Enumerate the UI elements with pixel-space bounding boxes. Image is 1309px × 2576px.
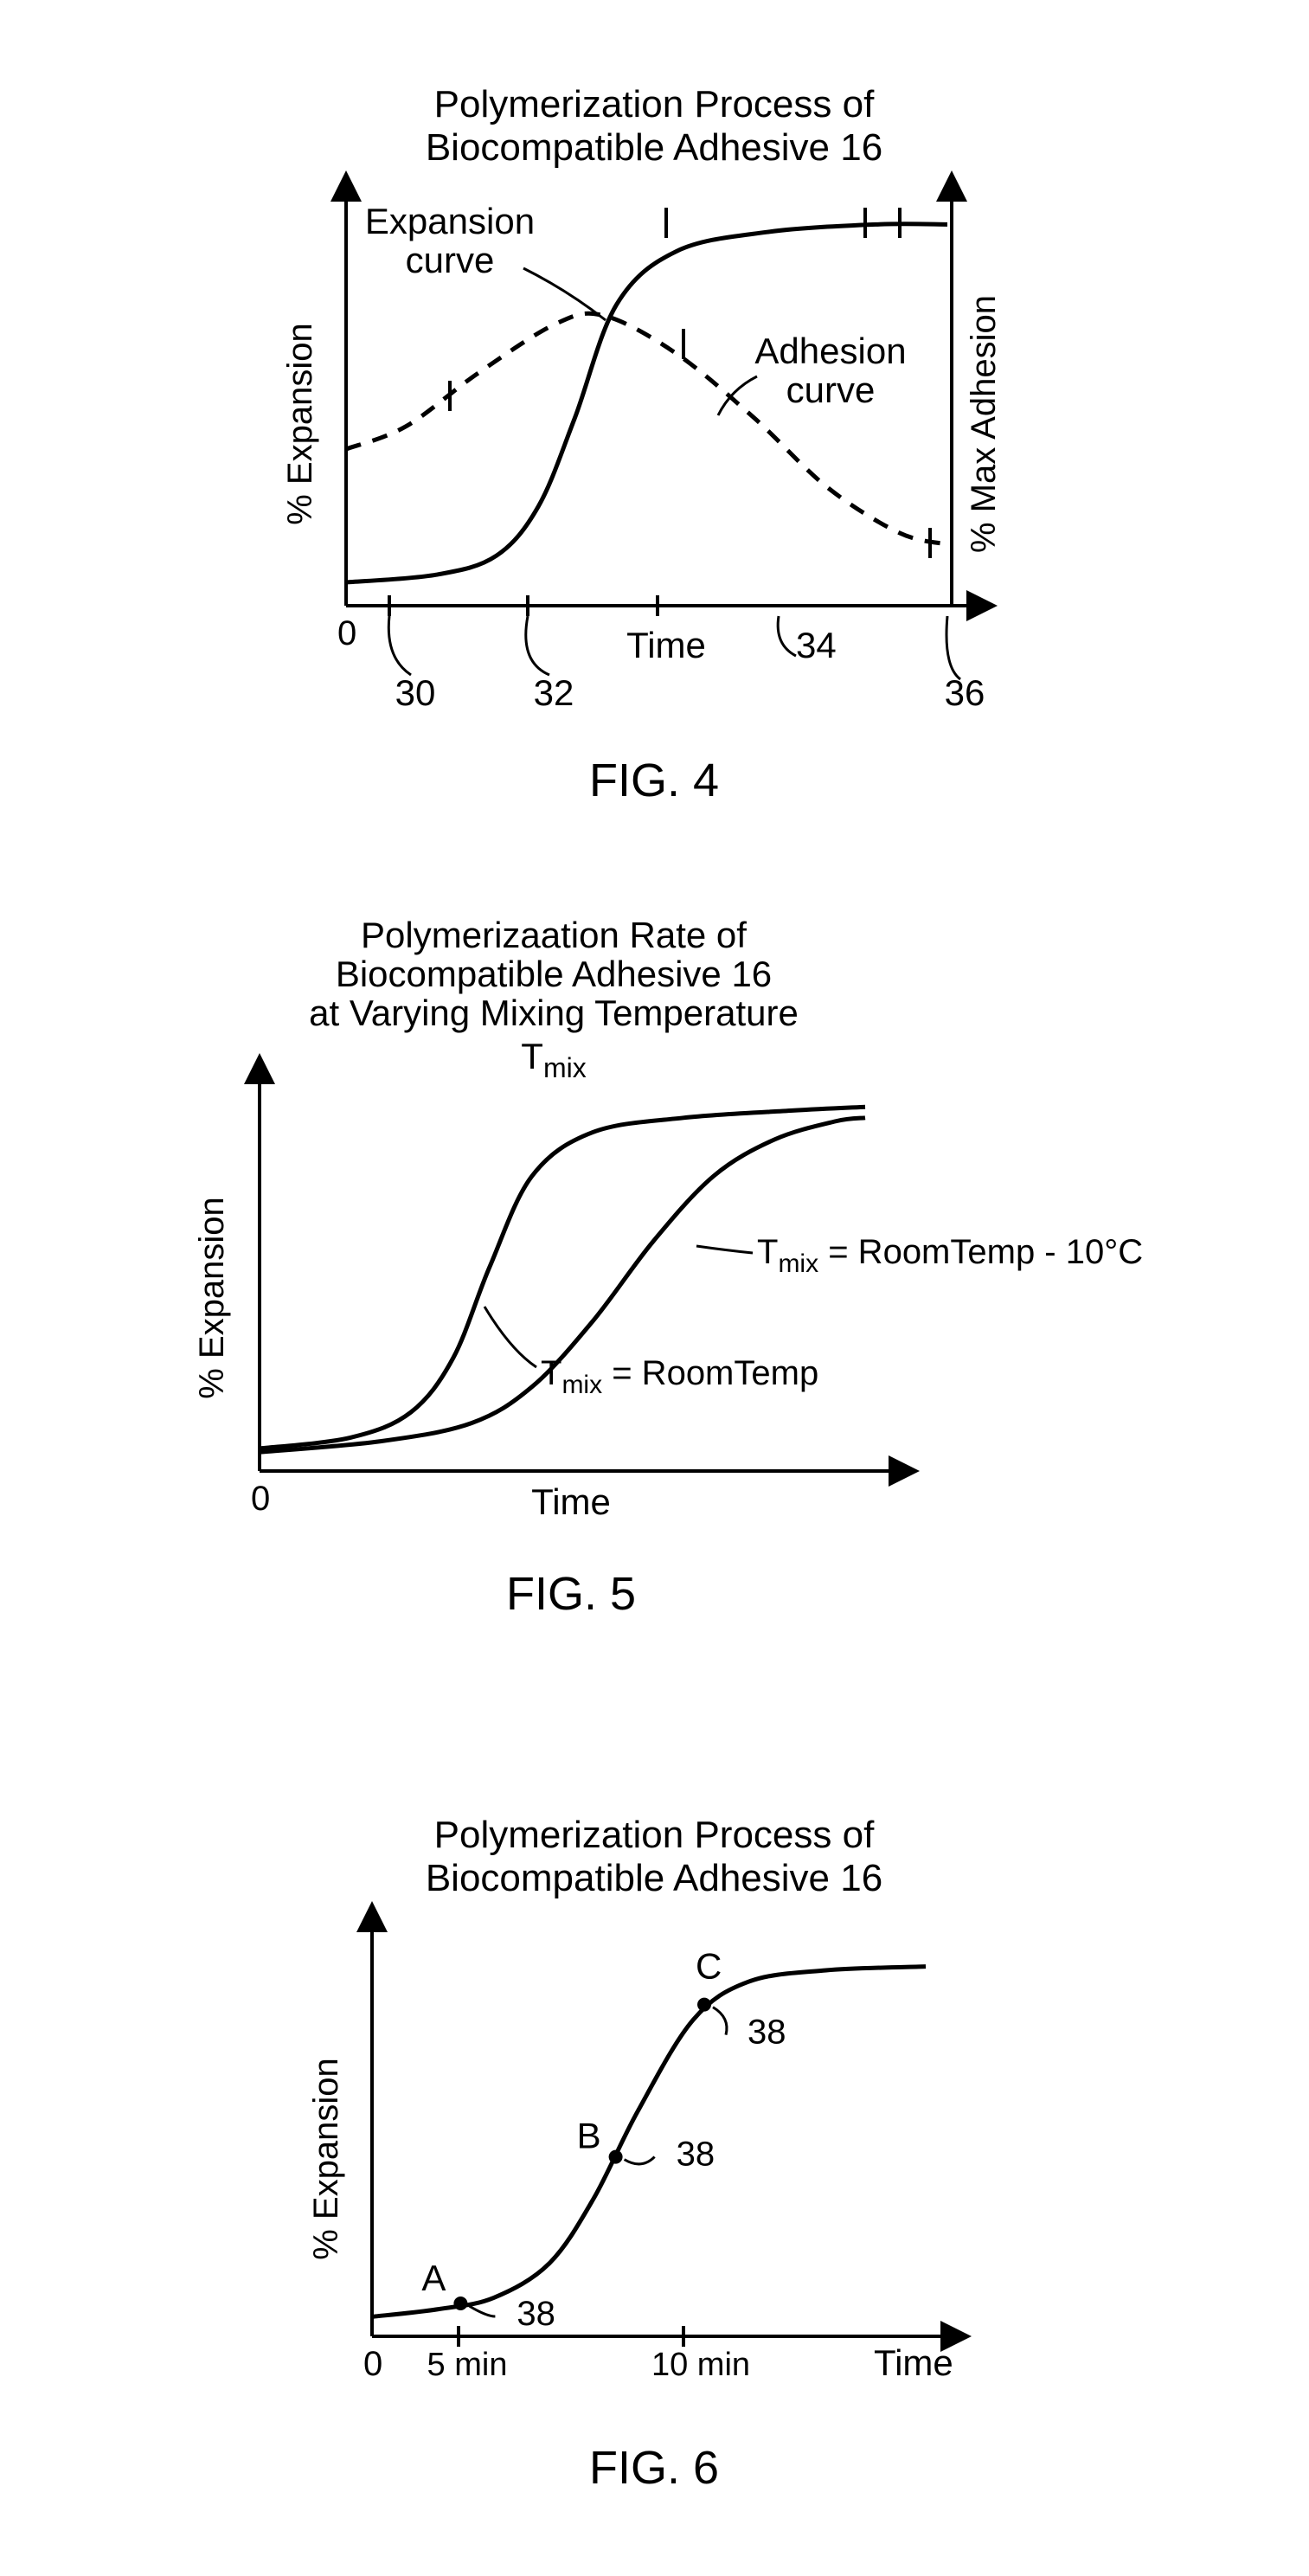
fig6-title-1: Polymerization Process of [434,1814,875,1856]
fig-6-caption: FIG. 6 [589,2442,719,2494]
fig4-xlabel: Time [626,625,706,665]
fig5-xlabel: Time [531,1481,611,1522]
fig6-marker [453,2297,467,2310]
fig6-marker-num: 38 [517,2295,555,2333]
figure-5: Polymerizaation Rate of Biocompatible Ad… [0,900,1309,1696]
fig6-plot: % Expansion 0 5 min 10 min Time A38B38C3… [307,1930,953,2383]
fig4-title-line2: Biocompatible Adhesive 16 [426,126,882,169]
fig6-marker-label: B [577,2116,601,2156]
fig4-expansion-label-1: Expansion [365,201,535,241]
fig6-marker-num: 38 [748,2014,786,2052]
fig6-origin: 0 [363,2345,382,2383]
fig5-title-3: at Varying Mixing Temperature [309,992,799,1033]
fig6-xtick1: 5 min [427,2347,508,2383]
fig4-origin: 0 [337,614,356,652]
fig4-title-line1: Polymerization Process of [434,83,875,125]
fig5-rt-label: Tmix = RoomTemp [541,1354,818,1399]
fig6-title-2: Biocompatible Adhesive 16 [426,1857,882,1899]
fig4-plot: % Expansion % Max Adhesion Expansion cur… [281,199,1003,713]
fig5-curve-cold [260,1118,865,1452]
fig4-callout-36: 36 [945,672,985,713]
figure-4: Polymerization Process of Biocompatible … [0,69,1309,831]
fig6-xlabel: Time [874,2342,953,2383]
fig6-marker [609,2150,623,2164]
fig4-expansion-label-2: curve [406,240,495,280]
fig6-marker-label: C [696,1946,722,1987]
fig4-ylabel-left: % Expansion [281,323,319,524]
fig5-cold-label: Tmix = RoomTemp - 10°C [757,1233,1143,1278]
fig6-curve [372,1967,926,2317]
fig4-callout-34: 34 [796,625,837,665]
fig4-adhesion-label-2: curve [786,369,876,410]
fig4-callout-32: 32 [534,672,574,713]
fig6-marker-num: 38 [677,2136,715,2174]
fig4-svg: Polymerization Process of Biocompatible … [0,69,1309,831]
fig6-marker-label: A [421,2258,446,2298]
fig5-svg: Polymerizaation Rate of Biocompatible Ad… [0,900,1309,1696]
fig5-plot: % Expansion 0 Time Tmix = RoomTemp - 10°… [193,1082,1143,1522]
fig-5-caption: FIG. 5 [506,1568,636,1620]
fig4-adhesion-label-1: Adhesion [754,331,906,371]
page: Polymerization Process of Biocompatible … [0,0,1309,2576]
fig4-ylabel-right: % Max Adhesion [965,295,1003,553]
fig6-svg: Polymerization Process of Biocompatible … [0,1800,1309,2535]
fig5-title-1: Polymerizaation Rate of [361,915,747,955]
fig6-xtick2: 10 min [651,2347,750,2383]
fig5-ylabel: % Expansion [193,1197,231,1398]
fig5-title-2: Biocompatible Adhesive 16 [336,954,772,994]
fig-4-caption: FIG. 4 [589,755,719,806]
figure-6: Polymerization Process of Biocompatible … [0,1800,1309,2535]
fig4-callout-30: 30 [395,672,436,713]
fig5-origin: 0 [251,1480,270,1518]
fig5-title-4: Tmix [521,1036,586,1083]
fig6-marker [697,1998,711,2012]
fig6-ylabel: % Expansion [307,2058,345,2259]
